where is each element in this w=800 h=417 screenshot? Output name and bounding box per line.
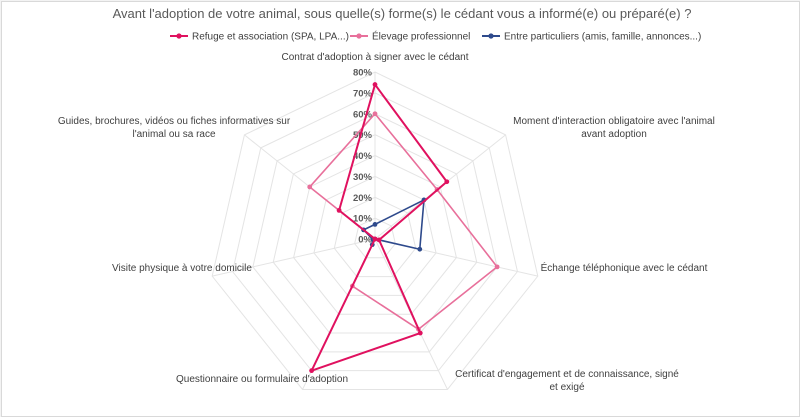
category-labels: Contrat d'adoption à signer avec le céda… <box>58 52 715 393</box>
series-0-point-2 <box>376 237 382 243</box>
tick-label-8: 80% <box>353 68 373 79</box>
series-0-point-1 <box>444 179 450 185</box>
grid-ring-4 <box>293 154 457 315</box>
tick-label-2: 20% <box>353 193 373 204</box>
category-label-0: Contrat d'adoption à signer avec le céda… <box>281 52 468 63</box>
tick-label-0: 0% <box>358 235 372 246</box>
grid-ring-3 <box>313 175 437 296</box>
tick-label-5: 50% <box>353 130 373 141</box>
series-0-point-3 <box>417 330 423 336</box>
series-2-point-2 <box>417 246 423 252</box>
category-label-1: Moment d'interaction obligatoire avec l'… <box>513 116 715 140</box>
series-2-point-0 <box>372 221 378 227</box>
chart-title: Avant l'adoption de votre animal, sous q… <box>113 6 692 21</box>
legend-marker-2 <box>488 33 494 39</box>
grid-ring-6 <box>252 113 498 353</box>
grid-spoke-5 <box>212 238 376 277</box>
grid-ring-2 <box>333 196 417 278</box>
series-0-point-5 <box>372 236 378 242</box>
series-1-point-0 <box>372 111 378 117</box>
tick-label-1: 10% <box>353 214 373 225</box>
series-0-point-4 <box>309 368 314 374</box>
series-0-point-6 <box>336 207 342 213</box>
series-line-1 <box>308 112 498 331</box>
legend-marker-0 <box>176 33 182 39</box>
series-group <box>307 82 500 374</box>
legend-label-0: Refuge et association (SPA, LPA...) <box>192 32 349 43</box>
series-1-point-6 <box>307 184 313 190</box>
series-0-point-0 <box>372 82 378 87</box>
series-1-point-2 <box>494 264 500 270</box>
category-label-6: Guides, brochures, vidéos ou fiches info… <box>58 116 291 140</box>
radial-ticks: 0% 10% 20% 30% 40% 50% 60% 70% 80% <box>353 68 373 246</box>
category-label-2: Échange téléphonique avec le cédant <box>541 261 708 274</box>
legend-marker-1 <box>356 33 362 39</box>
grid-ring-5 <box>272 134 478 334</box>
category-label-3: Certificat d'engagement et de connaissan… <box>455 369 679 393</box>
series-line-0 <box>310 83 448 372</box>
legend: Refuge et association (SPA, LPA...) Éleva… <box>170 30 701 43</box>
category-label-4: Questionnaire ou formulaire d'adoption <box>176 374 348 385</box>
tick-label-4: 40% <box>353 151 373 162</box>
category-label-5: Visite physique à votre domicile <box>112 263 252 274</box>
tick-label-6: 60% <box>353 109 373 120</box>
legend-label-2: Entre particuliers (amis, famille, annon… <box>504 32 701 43</box>
tick-label-3: 30% <box>353 172 373 183</box>
tick-label-7: 70% <box>353 88 373 99</box>
legend-label-1: Élevage professionnel <box>372 30 470 43</box>
grid-ring-8 <box>211 71 539 390</box>
grid-ring-7 <box>231 92 519 372</box>
